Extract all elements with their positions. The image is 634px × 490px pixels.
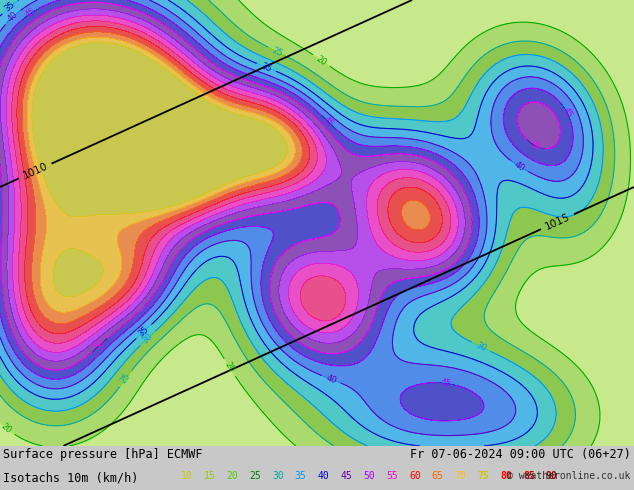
Text: 30: 30	[272, 471, 284, 482]
Text: 50: 50	[529, 140, 542, 152]
Text: 75: 75	[477, 471, 489, 482]
Text: 30: 30	[474, 341, 488, 353]
Text: Surface pressure [hPa] ECMWF: Surface pressure [hPa] ECMWF	[3, 448, 203, 461]
Text: 30: 30	[141, 331, 155, 345]
Text: 45: 45	[24, 7, 37, 20]
Text: 15: 15	[204, 471, 216, 482]
Text: 70: 70	[455, 471, 467, 482]
Text: 80: 80	[500, 471, 512, 482]
Text: © weatheronline.co.uk: © weatheronline.co.uk	[507, 471, 631, 482]
Text: 25: 25	[119, 372, 133, 386]
Text: 1010: 1010	[21, 161, 49, 181]
Text: Fr 07-06-2024 09:00 UTC (06+27): Fr 07-06-2024 09:00 UTC (06+27)	[410, 448, 631, 461]
Text: 45: 45	[440, 378, 452, 389]
Text: 45: 45	[321, 115, 335, 128]
Text: 60: 60	[409, 471, 421, 482]
Text: 20: 20	[226, 471, 238, 482]
Text: 40: 40	[6, 10, 20, 24]
Text: 20: 20	[314, 54, 328, 67]
Text: Isotachs 10m (km/h): Isotachs 10m (km/h)	[3, 471, 139, 485]
Text: 35: 35	[260, 61, 273, 74]
Text: 40: 40	[512, 160, 526, 173]
Text: 40: 40	[318, 471, 330, 482]
Text: 40: 40	[325, 373, 338, 386]
Text: 35: 35	[3, 0, 16, 14]
Text: 50: 50	[363, 471, 375, 482]
Text: 35: 35	[295, 471, 307, 482]
Text: 45: 45	[560, 105, 573, 119]
Text: 55: 55	[386, 471, 398, 482]
Text: 85: 85	[523, 471, 535, 482]
Text: 20: 20	[0, 421, 13, 435]
Text: 50: 50	[93, 338, 107, 352]
Text: 25: 25	[271, 45, 284, 58]
Text: 1015: 1015	[543, 212, 572, 232]
Text: 10: 10	[181, 471, 193, 482]
Text: 65: 65	[432, 471, 444, 482]
Text: 45: 45	[340, 471, 353, 482]
Text: 25: 25	[249, 471, 261, 482]
Text: 20: 20	[223, 361, 236, 374]
Text: 35: 35	[137, 325, 151, 339]
Text: 90: 90	[546, 471, 558, 482]
